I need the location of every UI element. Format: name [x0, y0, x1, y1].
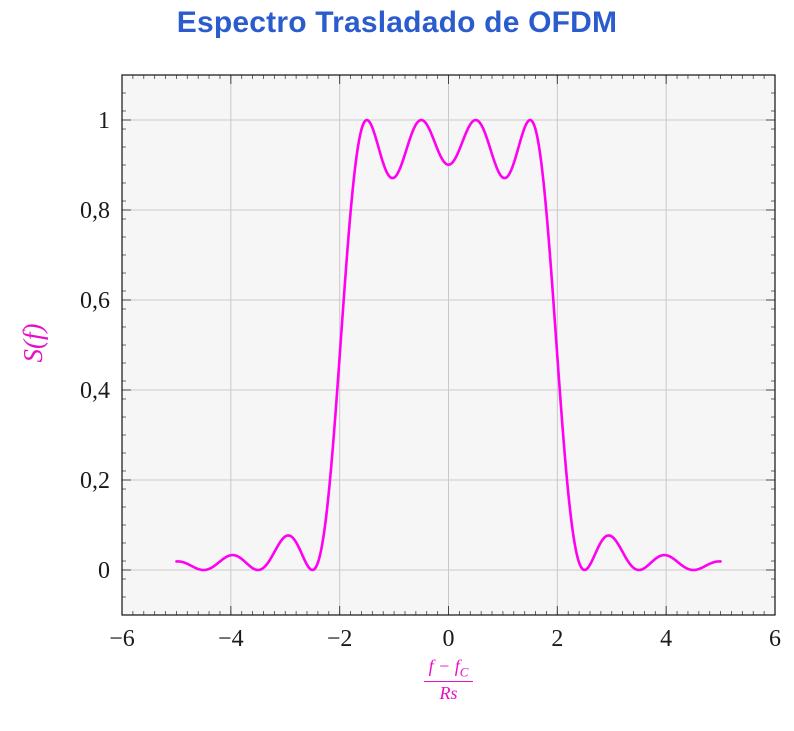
plot-frame — [121, 74, 776, 616]
x-tick-label: 0 — [443, 626, 455, 652]
chart-title: Espectro Trasladado de OFDM — [176, 6, 618, 39]
x-tick-label: −4 — [218, 626, 244, 652]
x-axis-label-fraction: f − fC Rs — [423, 656, 474, 704]
x-tick-label: 4 — [660, 626, 672, 652]
x-tick-label: 6 — [769, 626, 781, 652]
x-tick-label: −2 — [327, 626, 353, 652]
y-tick-label: 0,4 — [80, 378, 110, 404]
y-tick-label: 0,8 — [80, 198, 110, 224]
x-axis-label: f − fC Rs — [122, 656, 775, 704]
x-axis-label-numerator-main: f − f — [428, 656, 460, 676]
x-tick-label: −6 — [109, 626, 135, 652]
spectrum-curve — [175, 118, 722, 572]
x-axis-label-denominator: Rs — [439, 683, 458, 704]
y-tick-label: 0,6 — [80, 288, 110, 314]
plot-area: −6 −4 −2 0 2 4 6 0 0,2 0,4 0,6 0,8 1 — [80, 74, 781, 652]
x-tick-label: 2 — [551, 626, 563, 652]
y-tick-label: 1 — [98, 108, 110, 134]
x-axis-label-numerator: f − fC — [423, 656, 474, 683]
y-tick-label: 0 — [98, 558, 110, 584]
x-axis-label-numerator-subscript: C — [459, 664, 469, 680]
y-tick-label: 0,2 — [80, 468, 110, 494]
